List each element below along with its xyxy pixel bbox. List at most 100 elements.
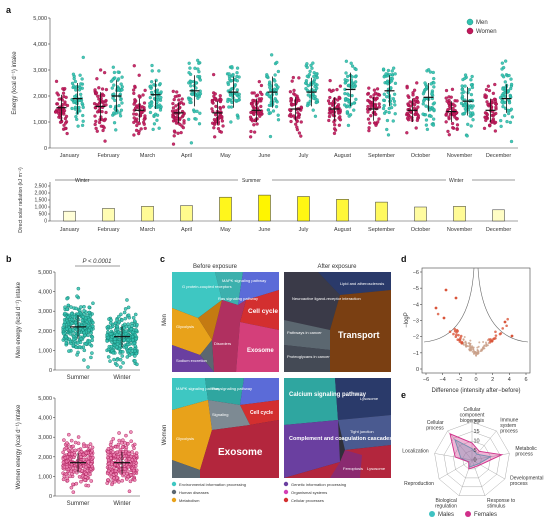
data-point [141, 93, 145, 97]
x-tick-label: 4 [508, 377, 511, 383]
go-radar-chart: Cellular component biogenesis Immune system p… [402, 407, 543, 518]
radar-spoke [438, 459, 473, 480]
data-point [490, 119, 494, 123]
data-point [507, 101, 512, 105]
data-point [192, 79, 196, 84]
data-point [115, 342, 120, 346]
data-point [61, 331, 66, 336]
data-point [198, 78, 202, 82]
data-point [413, 112, 417, 117]
data-point [113, 462, 117, 467]
data-point [422, 99, 426, 103]
data-point [493, 337, 496, 340]
data-point [463, 336, 466, 339]
data-point [393, 81, 398, 85]
data-point [106, 458, 111, 462]
y-tick-label: 3,000 [38, 309, 52, 315]
legend-males-marker [429, 511, 435, 517]
data-point [494, 330, 497, 334]
data-point [135, 322, 139, 327]
x-tick-label: 6 [524, 377, 527, 383]
cell-label-exosome-w: Exosome [218, 447, 263, 458]
data-point [132, 120, 136, 125]
data-point [65, 441, 69, 445]
data-point [123, 441, 127, 445]
data-point [130, 323, 134, 328]
data-point [70, 472, 74, 476]
data-point [348, 113, 353, 117]
data-point [158, 82, 162, 86]
data-point [460, 87, 464, 92]
data-point [172, 134, 176, 138]
data-point [381, 67, 386, 71]
data-point [76, 441, 81, 446]
bar [258, 194, 271, 222]
data-point [127, 349, 132, 353]
data-point [102, 118, 107, 123]
data-point [267, 94, 271, 98]
data-point [193, 66, 197, 70]
legend-females-label: Females [474, 512, 497, 518]
data-point [468, 111, 472, 115]
data-point [110, 482, 114, 487]
data-point [131, 338, 135, 342]
data-point [111, 96, 115, 100]
data-point [345, 74, 350, 78]
data-point [120, 478, 125, 483]
data-point [115, 476, 119, 480]
data-point [71, 490, 76, 494]
data-point [503, 59, 508, 63]
cell-label-exosome: Exosome [247, 348, 274, 354]
data-point [74, 114, 78, 119]
data-point [500, 100, 504, 104]
data-point [476, 346, 479, 349]
data-point [493, 82, 497, 87]
data-point [508, 120, 513, 125]
data-point [79, 479, 83, 484]
data-point [171, 106, 176, 110]
y-tick-label: 1,500 [34, 198, 47, 204]
data-point [505, 119, 509, 124]
data-point [268, 88, 273, 92]
data-point [469, 92, 474, 97]
data-point [127, 452, 131, 456]
data-point [172, 129, 177, 133]
data-point [117, 103, 121, 108]
y-axis-label: Energy (kcal d⁻¹) intake [12, 51, 18, 115]
data-point [499, 332, 503, 335]
data-point [67, 349, 71, 353]
treemap-cell [330, 450, 362, 478]
radar-grid-ring [462, 450, 482, 470]
data-point [297, 76, 301, 80]
data-point [64, 341, 69, 346]
data-point [252, 130, 257, 134]
data-point [63, 456, 68, 460]
data-point [77, 88, 82, 92]
y-tick-label: −1 [413, 351, 419, 357]
data-point [118, 357, 123, 362]
data-point [221, 124, 225, 128]
treemap-cell [330, 290, 391, 372]
data-point [95, 77, 99, 81]
data-point [305, 62, 309, 66]
data-point [509, 107, 514, 111]
data-point [268, 80, 272, 84]
treemap-legend: Environmental information processing Gene… [171, 481, 346, 503]
data-point [117, 431, 121, 435]
data-point [196, 67, 200, 71]
data-point [482, 340, 485, 343]
data-point [142, 101, 147, 105]
data-point [307, 72, 311, 77]
data-point [453, 327, 457, 331]
data-point [132, 442, 137, 447]
data-point [148, 110, 153, 115]
data-point [255, 122, 259, 126]
data-point [119, 82, 123, 86]
x-tick-label: May [220, 153, 231, 159]
data-point [115, 324, 120, 329]
data-point [405, 131, 409, 135]
treemap-cell [172, 378, 208, 410]
treemap-cell [240, 290, 279, 330]
data-point [231, 96, 235, 100]
data-point [444, 120, 448, 124]
